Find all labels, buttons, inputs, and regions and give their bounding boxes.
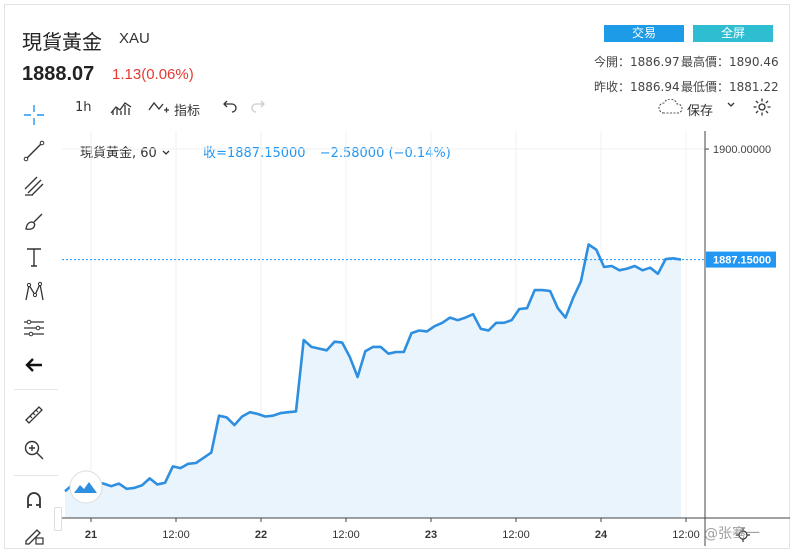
text-tool-icon[interactable] (20, 243, 48, 271)
lock-pencil-icon[interactable] (20, 521, 48, 549)
prev-close-value: 1886.94 (630, 80, 680, 94)
time-tick-label: 12:00 (672, 529, 700, 541)
undo-icon[interactable] (222, 98, 238, 118)
cloud-icon[interactable] (658, 98, 684, 119)
prediction-tool-icon[interactable] (20, 314, 48, 342)
legend-close: 收=1887.15000 (203, 146, 306, 161)
open-label: 今開： (594, 55, 631, 69)
trade-button[interactable]: 交易 (604, 25, 684, 42)
magnet-icon[interactable] (20, 486, 48, 514)
time-tick-label: 23 (425, 529, 437, 541)
legend-change: −2.58000 (−0.14%) (319, 146, 451, 161)
drawing-toolbar (12, 97, 58, 549)
chevron-down-icon[interactable] (726, 99, 736, 114)
open-value: 1886.97 (630, 55, 680, 69)
gear-icon[interactable] (752, 97, 772, 121)
last-price-label-group: 1887.15000 (706, 251, 776, 268)
legend-symbol[interactable]: 現貨黃金, 60 (80, 146, 157, 161)
watermark: @张骞一 (704, 526, 760, 542)
price-line (64, 243, 682, 497)
prev-close-stat: 昨收：1886.94 (594, 78, 680, 95)
high-value: 1890.46 (729, 55, 779, 69)
price-axis: 1900.00000 (705, 144, 771, 156)
price-chart[interactable]: 1900.00000 1887.15000 21 12:00 22 12:00 23 12… (62, 131, 790, 546)
sidebar-collapse-handle[interactable] (54, 507, 62, 531)
high-stat: 最高價：1890.46 (681, 53, 779, 70)
price-area (65, 244, 681, 518)
settings-icon (736, 528, 750, 542)
crosshair-icon[interactable] (20, 101, 48, 129)
fib-lines-icon[interactable] (20, 172, 48, 200)
price-tick-label: 1900.00000 (713, 144, 771, 156)
chart-legend: 現貨黃金, 60 收=1887.15000 −2.58000 (−0.14%) (80, 142, 451, 161)
open-stat: 今開：1886.97 (594, 53, 680, 70)
time-tick-label: 12:00 (332, 529, 360, 541)
low-value: 1881.22 (729, 80, 779, 94)
low-stat: 最低價：1881.22 (681, 78, 779, 95)
price-change: 1.13(0.06%) (112, 66, 194, 83)
current-price: 1888.07 (22, 63, 95, 85)
chart-type-icon[interactable] (110, 98, 132, 120)
trend-line-icon[interactable] (20, 137, 48, 165)
interval-selector[interactable]: 1h (75, 100, 92, 115)
redo-icon[interactable] (250, 98, 266, 118)
time-tick-label: 12:00 (162, 529, 190, 541)
fullscreen-button[interactable]: 全屏 (693, 25, 773, 42)
toolbar-divider (14, 389, 58, 390)
low-label: 最低價： (681, 80, 730, 94)
arrow-left-icon[interactable] (20, 351, 48, 379)
logo-icon (69, 470, 103, 504)
time-axis: 21 12:00 22 12:00 23 12:00 24 12:00 (85, 518, 700, 541)
toolbar-divider (14, 475, 58, 476)
ruler-icon[interactable] (20, 401, 48, 429)
indicators-icon[interactable] (148, 98, 170, 120)
zoom-in-icon[interactable] (20, 436, 48, 464)
save-button[interactable]: 保存 (687, 104, 714, 119)
brush-icon[interactable] (20, 207, 48, 235)
pattern-tool-icon[interactable] (20, 278, 48, 306)
time-tick-label: 21 (85, 529, 97, 541)
chart-toolbar: 1h 指标 保存 (64, 96, 782, 124)
chevron-down-icon[interactable] (161, 149, 171, 157)
indicators-button[interactable]: 指标 (174, 104, 201, 119)
instrument-symbol: XAU (119, 30, 150, 47)
last-price-label-bg (706, 251, 776, 268)
time-tick-label: 24 (595, 529, 608, 541)
last-price-label: 1887.15000 (713, 255, 771, 267)
high-label: 最高價： (681, 55, 730, 69)
time-tick-label: 22 (255, 529, 267, 541)
time-tick-label: 12:00 (502, 529, 530, 541)
instrument-title: 現貨黃金 (22, 30, 102, 54)
prev-close-label: 昨收： (594, 80, 631, 94)
